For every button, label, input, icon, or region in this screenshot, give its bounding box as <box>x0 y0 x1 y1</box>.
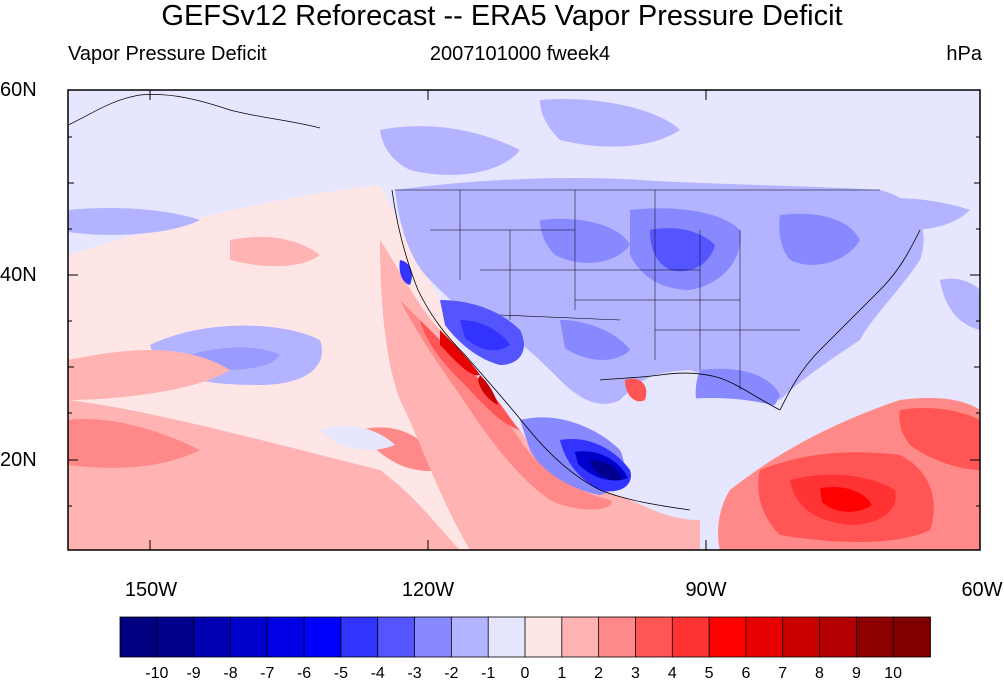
colorbar-swatch <box>193 616 232 658</box>
colorbar-tick-label: 1 <box>557 665 567 682</box>
vpd-difference-field <box>68 90 980 550</box>
colorbar-tick-label: -10 <box>145 665 169 682</box>
colorbar-swatch <box>487 616 526 658</box>
lon-label-90w: 90W <box>685 579 727 601</box>
lon-label-60w: 60W <box>961 579 1003 601</box>
colorbar-tick-label: -9 <box>186 665 201 682</box>
units-label: hPa <box>946 43 982 65</box>
colorbar-swatch <box>156 616 195 658</box>
colorbar-tick-label: 7 <box>778 665 788 682</box>
variable-label: Vapor Pressure Deficit <box>68 43 267 65</box>
lon-label-120w: 120W <box>401 579 455 601</box>
lat-label-20n: 20N <box>0 449 37 471</box>
colorbar-tick-label: -5 <box>333 665 348 682</box>
lat-label-60n: 60N <box>0 79 37 101</box>
colorbar-tick-label: -2 <box>444 665 459 682</box>
colorbar-swatch <box>414 616 453 658</box>
colorbar-swatch <box>745 616 784 658</box>
colorbar-tick-label: 0 <box>520 665 530 682</box>
colorbar-tick-label: -6 <box>296 665 312 682</box>
forecast-date-label: 2007101000 fweek4 <box>429 43 611 65</box>
colorbar-tick-label: 5 <box>704 665 714 682</box>
colorbar-swatch <box>230 616 269 658</box>
colorbar-swatch <box>892 616 931 658</box>
axis-ticks <box>68 90 980 550</box>
colorbar-swatch <box>524 616 563 658</box>
colorbar-swatch <box>561 616 600 658</box>
colorbar-tick-label: -8 <box>223 665 238 682</box>
colorbar-swatch <box>266 616 305 658</box>
colorbar-swatch <box>450 616 490 658</box>
map-frame <box>67 89 981 551</box>
colorbar-swatch <box>855 616 895 658</box>
colorbar-tick-label: 10 <box>884 665 903 682</box>
colorbar-swatch <box>819 616 858 658</box>
colorbar-swatch <box>340 616 379 658</box>
colorbar-swatch <box>598 616 637 658</box>
colorbar <box>119 616 931 658</box>
colorbar-swatch <box>782 616 821 658</box>
colorbar-swatch <box>303 616 342 658</box>
colorbar-tick-label: 2 <box>594 665 604 682</box>
colorbar-tick-label: 8 <box>815 665 824 682</box>
colorbar-swatch <box>119 616 158 658</box>
colorbar-tick-label: 4 <box>667 665 677 682</box>
colorbar-swatch <box>708 616 747 658</box>
colorbar-swatch <box>635 616 674 658</box>
map-title: GEFSv12 Reforecast -- ERA5 Vapor Pressur… <box>161 0 843 32</box>
colorbar-tick-label: 6 <box>741 665 751 682</box>
colorbar-swatch <box>377 616 416 658</box>
colorbar-tick-label: -1 <box>481 665 496 682</box>
colorbar-tick-label: -4 <box>370 665 385 682</box>
lat-label-40n: 40N <box>0 264 37 286</box>
colorbar-tick-label: 3 <box>631 665 640 682</box>
colorbar-tick-label: 9 <box>851 665 861 682</box>
colorbar-swatch <box>671 616 710 658</box>
lon-label-150w: 150W <box>124 579 178 601</box>
colorbar-tick-label: -7 <box>260 665 275 682</box>
colorbar-tick-label: -3 <box>407 665 422 682</box>
